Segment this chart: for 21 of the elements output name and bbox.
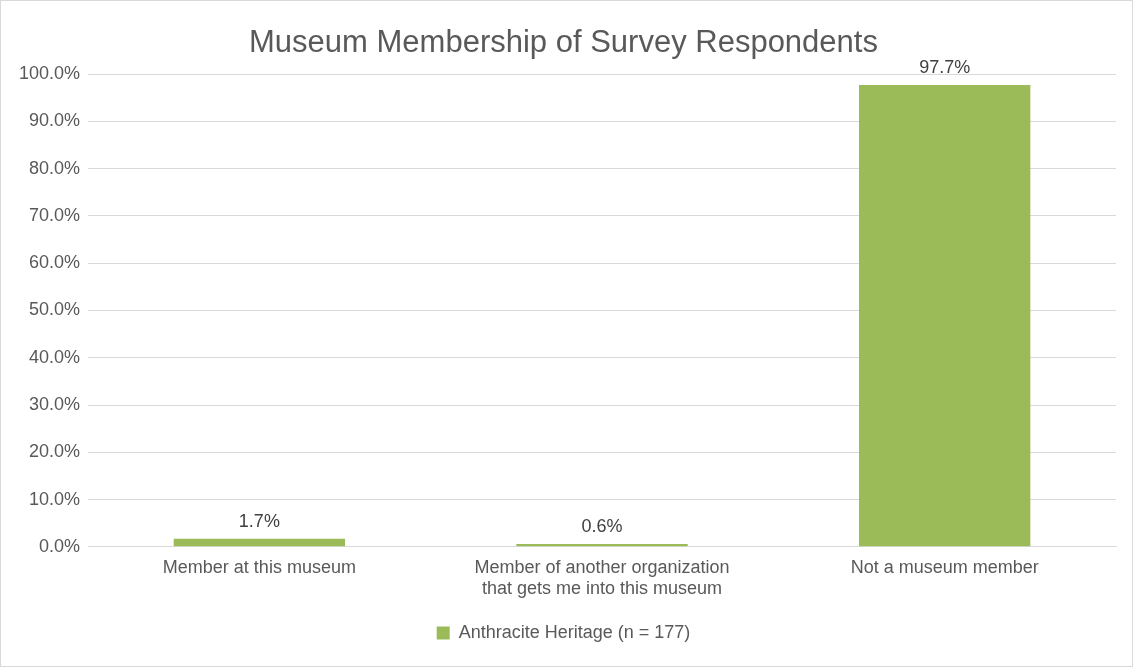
data-label: 0.6% [581,515,623,536]
bar [173,538,346,547]
x-tick-label: Member of another organization that gets me into this museum [474,556,730,599]
y-tick-label: 30.0% [29,393,81,414]
legend-label: Anthracite Heritage (n = 177) [458,621,691,642]
y-tick-label: 80.0% [29,157,81,178]
data-label: 1.7% [238,510,280,531]
y-tick-label: 10.0% [29,488,81,509]
y-tick-label: 70.0% [29,204,81,225]
y-tick-label: 20.0% [29,441,81,462]
y-tick-label: 40.0% [29,346,81,367]
y-tick-label: 0.0% [39,535,81,556]
y-tick-label: 60.0% [29,252,81,273]
y-tick-label: 50.0% [29,299,81,320]
chart-title: Museum Membership of Survey Respondents [249,24,878,60]
bar [859,85,1031,547]
y-tick-label: 90.0% [29,110,81,131]
x-tick-label: Not a museum member [850,556,1039,577]
x-tick-label: Member at this museum [162,556,356,577]
data-label: 97.7% [919,57,971,78]
y-tick-label: 100.0% [18,63,81,84]
